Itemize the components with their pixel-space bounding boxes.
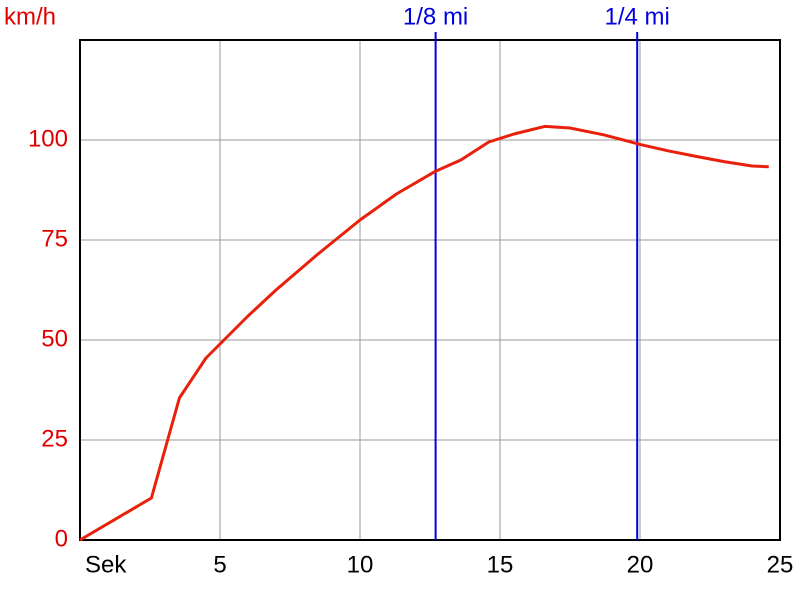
y-tick-label: 75	[41, 225, 68, 252]
y-axis-label: km/h	[4, 3, 56, 30]
x-tick-label: 5	[213, 551, 226, 578]
x-tick-label: 25	[767, 551, 794, 578]
distance-label: 1/8 mi	[403, 3, 468, 30]
y-tick-label: 25	[41, 425, 68, 452]
x-tick-label: 10	[347, 551, 374, 578]
plot-frame	[79, 39, 781, 541]
x-tick-label: 15	[487, 551, 514, 578]
y-tick-label: 0	[55, 525, 68, 552]
y-tick-label: 50	[41, 325, 68, 352]
x-tick-label: 20	[627, 551, 654, 578]
x-tick-label: Sek	[85, 551, 127, 578]
speed-line	[79, 124, 769, 542]
y-tick-label: 100	[28, 125, 68, 152]
distance-label: 1/4 mi	[605, 3, 670, 30]
